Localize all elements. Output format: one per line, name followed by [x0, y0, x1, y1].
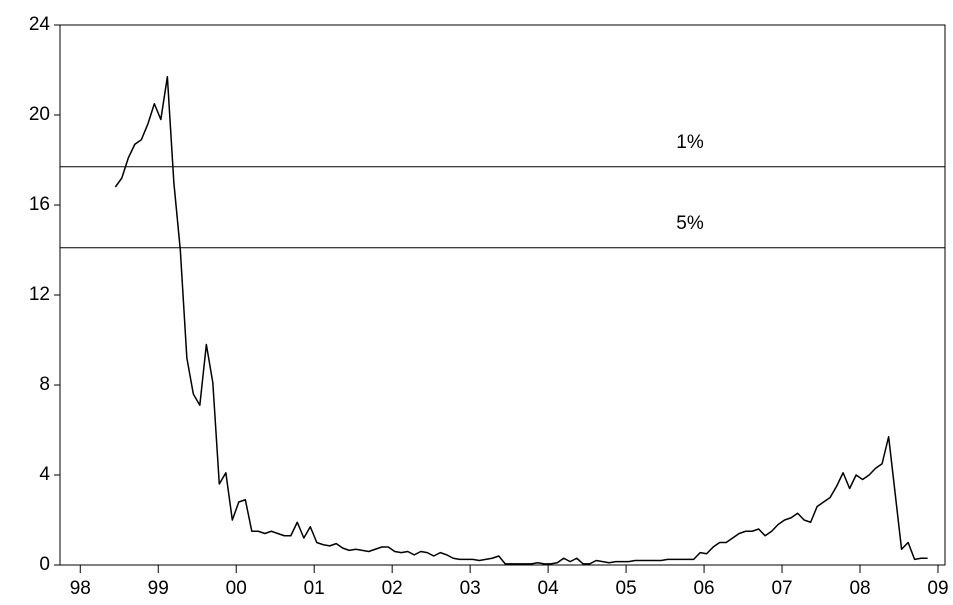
y-tick-label: 12 [29, 284, 50, 305]
x-tick-label: 05 [616, 578, 637, 599]
y-tick-label: 16 [29, 194, 50, 215]
x-tick-label: 00 [226, 578, 247, 599]
y-tick-label: 20 [29, 104, 50, 125]
reference-label: 1% [676, 132, 704, 153]
y-tick-label: 24 [29, 14, 51, 35]
y-tick-label: 4 [39, 464, 50, 485]
x-tick-label: 02 [382, 578, 403, 599]
x-tick-label: 09 [927, 578, 948, 599]
x-tick-label: 03 [460, 578, 481, 599]
x-tick-label: 07 [771, 578, 792, 599]
x-tick-label: 06 [693, 578, 714, 599]
x-tick-label: 99 [148, 578, 169, 599]
y-tick-label: 8 [39, 374, 50, 395]
x-tick-label: 98 [70, 578, 91, 599]
x-tick-label: 08 [849, 578, 870, 599]
y-tick-label: 0 [39, 554, 50, 575]
x-tick-label: 04 [538, 578, 560, 599]
reference-label: 5% [676, 213, 704, 234]
plot-frame [59, 24, 946, 566]
x-tick-label: 01 [304, 578, 325, 599]
series-line [114, 76, 928, 565]
